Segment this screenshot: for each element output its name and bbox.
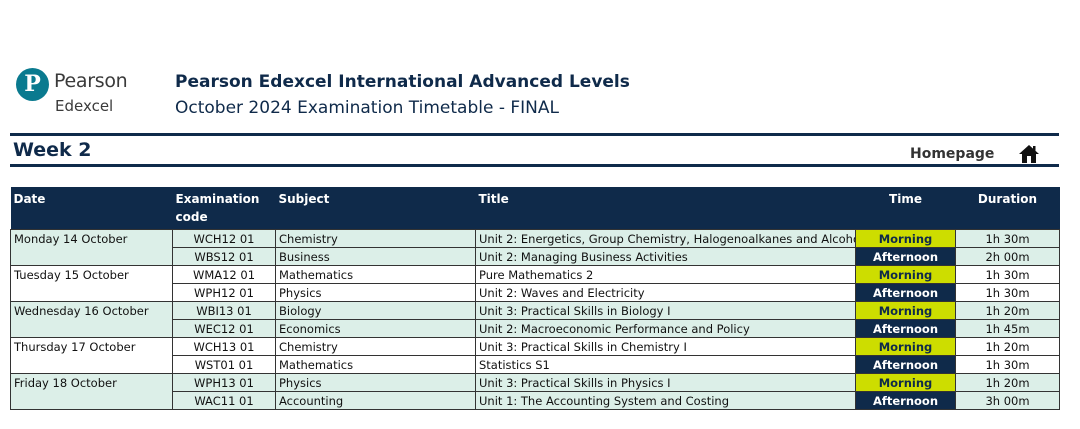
time-cell: Morning xyxy=(855,337,956,356)
subject-cell: Accounting xyxy=(275,391,476,410)
date-cell: Friday 18 October xyxy=(10,373,173,392)
date-cell: Tuesday 15 October xyxy=(10,265,173,284)
code-cell: WBS12 01 xyxy=(172,247,276,266)
logo-mark: P xyxy=(24,71,41,97)
title-cell: Unit 2: Energetics, Group Chemistry, Hal… xyxy=(475,229,856,248)
subject-cell: Business xyxy=(275,247,476,266)
pearson-edexcel-logo: P Pearson Edexcel xyxy=(16,66,146,120)
subject-cell: Biology xyxy=(275,301,476,320)
column-header-duration: Duration xyxy=(955,187,1060,230)
page-title: Pearson Edexcel International Advanced L… xyxy=(175,72,630,92)
time-cell: Afternoon xyxy=(855,319,956,338)
duration-cell: 1h 30m xyxy=(955,283,1060,302)
subject-cell: Chemistry xyxy=(275,229,476,248)
duration-cell: 1h 45m xyxy=(955,319,1060,338)
time-cell: Morning xyxy=(855,301,956,320)
logo-text-pearson: Pearson xyxy=(54,70,128,92)
table-row: Friday 18 October WPH13 01 Physics Unit … xyxy=(10,373,1060,392)
time-cell: Afternoon xyxy=(855,355,956,374)
table-row: Wednesday 16 October WBI13 01 Biology Un… xyxy=(10,301,1060,320)
code-cell: WPH12 01 xyxy=(172,283,276,302)
date-cell: Wednesday 16 October xyxy=(10,301,173,320)
code-cell: WST01 01 xyxy=(172,355,276,374)
title-cell: Pure Mathematics 2 xyxy=(475,265,856,284)
date-cell xyxy=(10,283,173,302)
bottom-divider xyxy=(10,164,1059,167)
homepage-link[interactable]: Homepage xyxy=(910,146,995,162)
subject-cell: Mathematics xyxy=(275,265,476,284)
subject-cell: Chemistry xyxy=(275,337,476,356)
subject-cell: Mathematics xyxy=(275,355,476,374)
title-cell: Unit 2: Managing Business Activities xyxy=(475,247,856,266)
subject-cell: Economics xyxy=(275,319,476,338)
date-cell xyxy=(10,319,173,338)
home-icon[interactable] xyxy=(1018,143,1040,165)
code-cell: WMA12 01 xyxy=(172,265,276,284)
table-row: Monday 14 October WCH12 01 Chemistry Uni… xyxy=(10,229,1060,248)
duration-cell: 3h 00m xyxy=(955,391,1060,410)
date-cell xyxy=(10,355,173,374)
time-cell: Afternoon xyxy=(855,391,956,410)
duration-cell: 1h 20m xyxy=(955,337,1060,356)
column-header-date: Date xyxy=(10,187,173,230)
title-cell: Unit 2: Waves and Electricity xyxy=(475,283,856,302)
exam-timetable: Date Examination code Subject Title Time… xyxy=(10,187,1060,410)
table-row: Tuesday 15 October WMA12 01 Mathematics … xyxy=(10,265,1060,284)
code-cell: WCH13 01 xyxy=(172,337,276,356)
page-subtitle: October 2024 Examination Timetable - FIN… xyxy=(175,98,559,118)
title-cell: Unit 3: Practical Skills in Physics I xyxy=(475,373,856,392)
table-row: WEC12 01 Economics Unit 2: Macroeconomic… xyxy=(10,319,1060,338)
logo-text-edexcel: Edexcel xyxy=(55,97,114,115)
subject-cell: Physics xyxy=(275,283,476,302)
date-cell xyxy=(10,247,173,266)
date-cell: Monday 14 October xyxy=(10,229,173,248)
table-row: WST01 01 Mathematics Statistics S1 After… xyxy=(10,355,1060,374)
title-cell: Statistics S1 xyxy=(475,355,856,374)
time-cell: Afternoon xyxy=(855,247,956,266)
table-row: WAC11 01 Accounting Unit 1: The Accounti… xyxy=(10,391,1060,410)
title-cell: Unit 2: Macroeconomic Performance and Po… xyxy=(475,319,856,338)
column-header-time: Time xyxy=(855,187,956,230)
pearson-logo-icon: P xyxy=(16,68,49,101)
date-cell xyxy=(10,391,173,410)
table-row: WPH12 01 Physics Unit 2: Waves and Elect… xyxy=(10,283,1060,302)
duration-cell: 1h 30m xyxy=(955,229,1060,248)
time-cell: Morning xyxy=(855,229,956,248)
code-cell: WPH13 01 xyxy=(172,373,276,392)
time-cell: Morning xyxy=(855,373,956,392)
table-row: Thursday 17 October WCH13 01 Chemistry U… xyxy=(10,337,1060,356)
table-row: WBS12 01 Business Unit 2: Managing Busin… xyxy=(10,247,1060,266)
week-heading: Week 2 xyxy=(13,139,92,161)
column-header-subject: Subject xyxy=(275,187,476,230)
title-cell: Unit 3: Practical Skills in Biology I xyxy=(475,301,856,320)
code-cell: WEC12 01 xyxy=(172,319,276,338)
duration-cell: 1h 30m xyxy=(955,355,1060,374)
code-cell: WCH12 01 xyxy=(172,229,276,248)
top-divider xyxy=(10,133,1059,136)
duration-cell: 1h 20m xyxy=(955,373,1060,392)
code-cell: WBI13 01 xyxy=(172,301,276,320)
title-cell: Unit 3: Practical Skills in Chemistry I xyxy=(475,337,856,356)
duration-cell: 2h 00m xyxy=(955,247,1060,266)
table-header-row: Date Examination code Subject Title Time… xyxy=(10,187,1060,230)
column-header-code: Examination code xyxy=(172,187,276,230)
code-cell: WAC11 01 xyxy=(172,391,276,410)
time-cell: Afternoon xyxy=(855,283,956,302)
column-header-title: Title xyxy=(475,187,856,230)
time-cell: Morning xyxy=(855,265,956,284)
duration-cell: 1h 30m xyxy=(955,265,1060,284)
date-cell: Thursday 17 October xyxy=(10,337,173,356)
title-cell: Unit 1: The Accounting System and Costin… xyxy=(475,391,856,410)
duration-cell: 1h 20m xyxy=(955,301,1060,320)
subject-cell: Physics xyxy=(275,373,476,392)
